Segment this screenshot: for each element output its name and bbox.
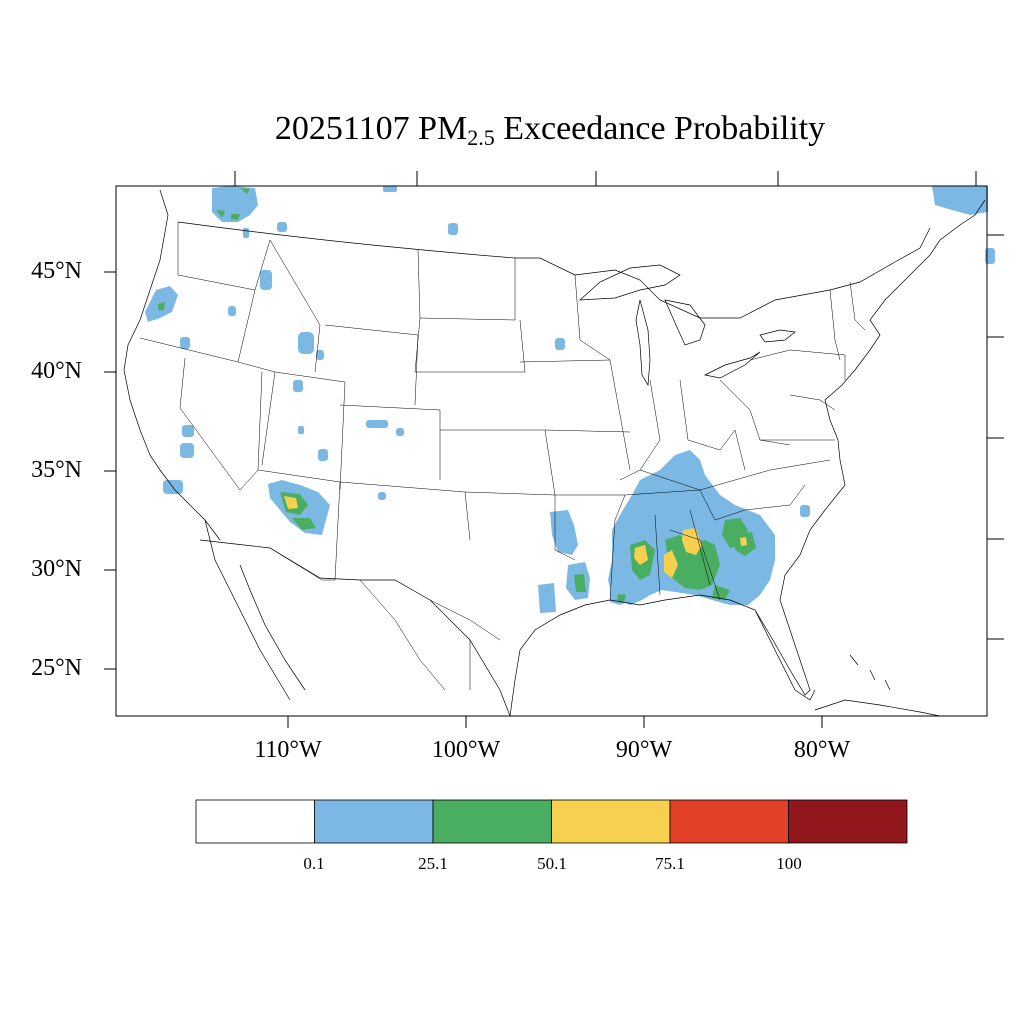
title-subscript: 2.5 [467,125,495,150]
border-us-canada [177,221,931,319]
colorbar-label-2: 50.1 [537,854,567,873]
boundaries [123,189,986,717]
bahamas [849,654,891,691]
colorbar-segment-1 [314,799,434,844]
lon-label-90: 90°W [615,737,673,763]
lon-label-80: 80°W [793,737,851,763]
colorbar-segment-4 [669,799,789,844]
title-rest: Exceedance Probability [494,110,826,147]
probability-blobs [145,186,995,613]
blob-southeast-mid [630,518,756,600]
blob-louisiana [538,510,632,613]
lake-superior [579,264,681,301]
lon-label-100: 100°W [431,737,501,763]
lake-erie [703,351,761,379]
blob-quebec [932,186,988,215]
lat-label-30: 30°N [31,556,82,582]
colorbar-segment-0 [195,799,315,844]
state-boundaries [139,222,866,601]
border-us-mexico [199,539,511,717]
colorbar-label-1: 25.1 [418,854,448,873]
lake-huron [664,299,706,346]
colorbar-label-3: 75.1 [655,854,685,873]
baja-coast [204,519,306,701]
colorbar-label-4: 100 [776,854,802,873]
blob-louisiana-mid [574,574,626,602]
colorbar-segment-2 [432,799,552,844]
west-coast [123,189,221,541]
east-coast [799,199,986,556]
blob-southeast-high [634,528,747,578]
lake-ontario [759,329,796,343]
lat-label-45: 45°N [31,258,82,284]
colorbar-segment-3 [551,799,671,844]
title-main: 20251107 PM [274,110,468,147]
blob-oregon-mid [158,302,165,310]
florida [754,609,816,701]
cuba [814,699,941,717]
tick-marks [104,171,1004,728]
lat-label-40: 40°N [31,358,82,384]
lon-label-110: 110°W [254,737,322,763]
map-frame [115,185,988,717]
lake-michigan [635,299,651,387]
lat-label-35: 35°N [31,457,82,483]
lat-label-25: 25°N [31,655,82,681]
blob-scattered-west [163,186,995,517]
blob-arizona-high [284,496,298,509]
mexico-interior [359,579,501,691]
map-title: 20251107 PM2.5 Exceedance Probability [0,110,1024,151]
colorbar-segment-5 [788,799,908,844]
colorbar [195,799,908,844]
colorbar-label-0: 0.1 [303,854,325,873]
blob-washington-mid [216,188,250,220]
gulf-coast [509,554,811,717]
